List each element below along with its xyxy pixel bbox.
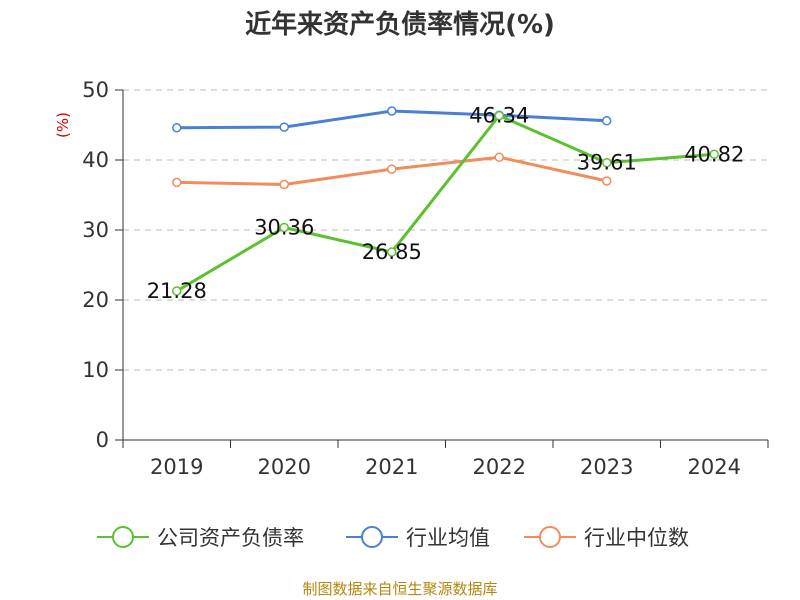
data-point[interactable] [279,179,289,190]
y-tick-label: 0 [96,428,109,452]
series-lines [172,106,719,296]
data-point[interactable] [387,247,397,257]
y-tick-label: 40 [82,148,109,172]
legend-label: 公司资产负债率 [157,526,304,550]
y-tick-label: 30 [82,218,109,242]
data-point[interactable] [387,164,397,174]
chart-title: 近年来资产负债率情况(%) [245,10,555,40]
legend-item[interactable]: 公司资产负债率 [97,526,304,550]
data-point[interactable] [494,110,504,121]
series-line [175,114,715,293]
x-tick-label: 2021 [365,455,418,479]
x-tick-label: 2019 [150,455,203,479]
legend-item[interactable]: 行业均值 [346,526,490,550]
legend-item[interactable]: 行业中位数 [524,526,689,550]
data-point[interactable] [602,176,612,186]
data-point[interactable] [279,122,289,132]
data-point[interactable] [279,222,289,233]
x-tick-label: 2024 [688,455,741,479]
x-tick-label: 2020 [258,455,311,479]
data-point[interactable] [172,286,182,296]
y-tick-label: 50 [82,78,109,102]
data-label: 40.82 [684,142,744,166]
data-point[interactable] [172,177,182,188]
legend-marker [112,526,134,548]
data-label: 26.85 [362,240,422,264]
data-point[interactable] [172,123,182,133]
data-label: 39.61 [577,151,637,175]
legend-marker [361,526,383,548]
data-point[interactable] [602,157,612,168]
data-label: 30.36 [254,215,314,239]
data-point[interactable] [602,116,612,126]
x-tick-label: 2023 [580,455,633,479]
legend-label: 行业均值 [406,526,490,550]
legend: 公司资产负债率 行业均值 行业中位数 [97,526,689,550]
source-note: 制图数据来自恒生聚源数据库 [302,580,498,598]
y-axis-label: (%) [54,112,72,138]
data-point[interactable] [387,106,397,116]
data-labels: 21.28 30.36 26.85 46.34 39.61 40.82 [147,104,745,303]
data-label: 46.34 [469,104,529,128]
data-point[interactable] [709,149,719,160]
axes: 0 10 20 30 40 50 2019 2020 2021 2022 2023 2024 (%) [54,78,769,479]
data-label: 21.28 [147,279,207,303]
data-point[interactable] [494,152,504,162]
y-tick-label: 10 [82,358,109,382]
legend-marker [539,526,561,548]
x-tick-label: 2022 [473,455,526,479]
grid-lines [123,89,768,371]
legend-label: 行业中位数 [584,526,689,550]
y-tick-label: 20 [82,288,109,312]
